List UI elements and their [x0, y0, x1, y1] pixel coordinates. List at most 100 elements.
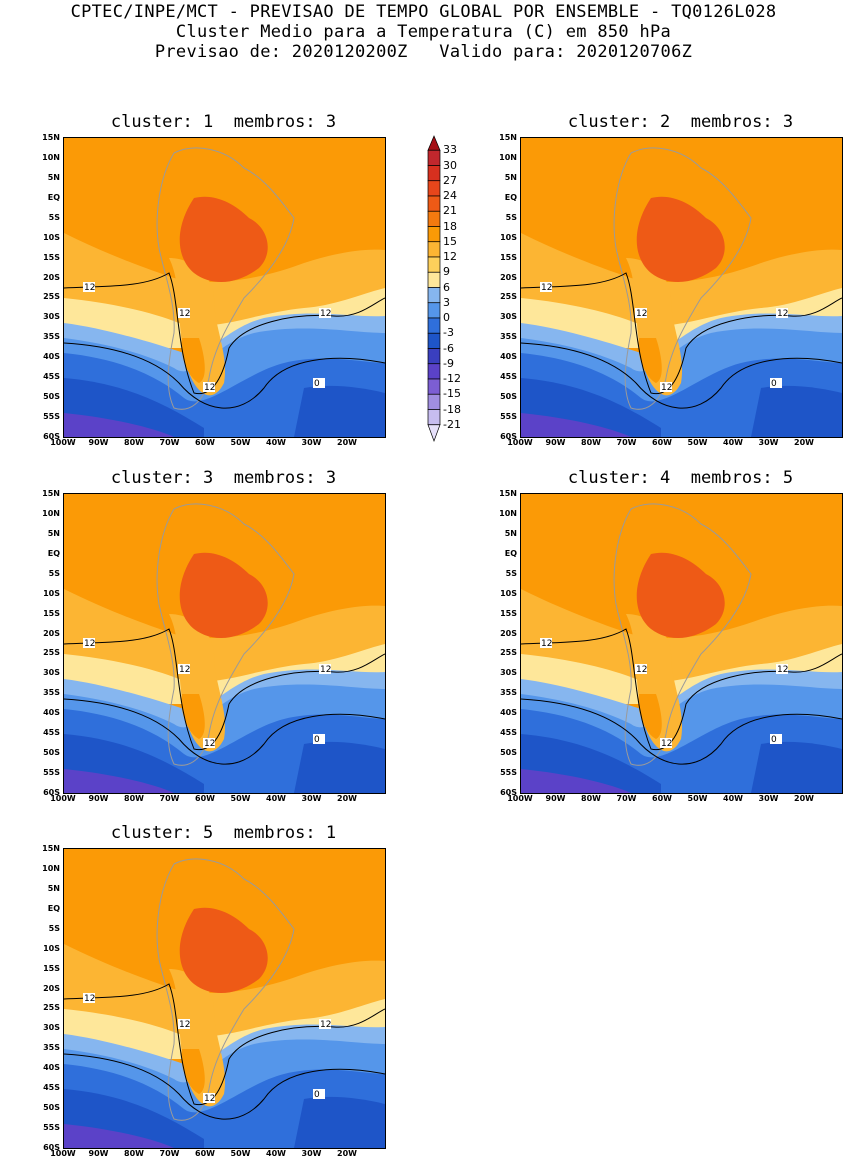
lon-label: 80W: [581, 438, 601, 447]
field-purple: [521, 413, 631, 437]
colorbar-swatch: [427, 241, 441, 258]
contour-label: 12: [204, 383, 215, 393]
lat-label: 25S: [43, 292, 60, 302]
colorbar-label: 9: [443, 265, 450, 279]
lon-label: 30W: [301, 438, 322, 447]
header-line-2: Cluster Medio para a Temperatura (C) em …: [175, 22, 672, 42]
field-purple: [521, 769, 631, 793]
lon-label: 50W: [687, 438, 708, 447]
lat-label: 30S: [500, 312, 517, 322]
field-tongue: [169, 614, 226, 752]
panel-title: cluster: 5 membros: 1: [110, 823, 337, 843]
colorbar-label: 30: [443, 158, 457, 172]
lat-label: 15N: [499, 133, 517, 142]
contour-label-bg: [540, 282, 552, 292]
lon-label: 50W: [230, 438, 251, 447]
header-line-3: Previsao de: 2020120200Z Valido para: 20…: [154, 42, 693, 62]
lon-label: 70W: [159, 438, 180, 447]
lon-label: 30W: [301, 1149, 322, 1158]
continent-outline: [156, 147, 295, 410]
colorbar-label: -9: [443, 356, 454, 370]
contour-label-bg: [770, 734, 782, 744]
colorbar-label: -6: [443, 341, 454, 355]
lat-label: 5N: [504, 172, 517, 182]
panel-title: cluster: 4 membros: 5: [567, 468, 794, 488]
lon-label: 60W: [195, 794, 215, 803]
contour-label: 12: [636, 309, 647, 319]
colorbar-label: -15: [443, 387, 461, 401]
colorbar-label: 21: [443, 204, 457, 218]
lat-label: 25S: [500, 292, 517, 302]
lon-label: 60W: [652, 794, 672, 803]
lon-label: 20W: [794, 794, 814, 803]
lat-label: 55S: [500, 768, 517, 778]
colorbar-swatch: [427, 424, 441, 443]
map-plot: 12 12 12 12 0: [520, 493, 843, 794]
continent-outline: [613, 503, 752, 766]
contour-label-bg: [83, 638, 95, 648]
lat-label: EQ: [504, 192, 517, 202]
contour-label: 0: [314, 379, 320, 389]
lat-label: 15S: [500, 608, 517, 618]
contour-label: 12: [541, 639, 552, 649]
lat-label: 45S: [500, 372, 517, 382]
lon-label: 40W: [723, 794, 743, 803]
contour-label-bg: [83, 993, 95, 1003]
lat-label: 5S: [48, 923, 60, 933]
map-plot: 12 12 12 12 0: [63, 493, 386, 794]
lat-label: 45S: [43, 372, 60, 382]
lat-label: 5N: [504, 528, 517, 538]
colorbar-swatch: [427, 363, 441, 380]
lat-label: 20S: [500, 628, 517, 638]
lat-label: 25S: [43, 1003, 60, 1013]
contour-label-bg: [319, 308, 331, 318]
contour-label: 12: [179, 1020, 190, 1030]
colorbar-swatch: [427, 165, 441, 182]
lat-label: 10S: [500, 588, 517, 598]
field-tongue: [626, 258, 683, 396]
field-tongue: [169, 258, 226, 396]
lat-label: 35S: [43, 688, 60, 698]
contour-label: 0: [314, 735, 320, 745]
lon-label: 40W: [266, 438, 286, 447]
field-dark-blue-east: [294, 385, 385, 437]
lon-label: 50W: [687, 794, 708, 803]
lon-label: 70W: [159, 794, 180, 803]
lat-label: 55S: [43, 768, 60, 778]
lon-label: 90W: [545, 438, 566, 447]
colorbar-swatch: [427, 332, 441, 349]
colorbar-swatch: [427, 195, 441, 212]
colorbar-swatch: [427, 180, 441, 197]
colorbar-swatch: [427, 271, 441, 288]
field-heat-core: [179, 907, 268, 994]
contour-0: [64, 342, 385, 409]
colorbar-label: 15: [443, 234, 457, 248]
field-dark-blue-east: [751, 741, 842, 793]
colorbar-swatch: [427, 302, 441, 319]
lat-label: 20S: [500, 272, 517, 282]
colorbar-label: -18: [443, 402, 461, 416]
lat-label: 35S: [500, 332, 517, 342]
contour-0: [64, 1053, 385, 1120]
lat-label: 40S: [500, 708, 517, 718]
contour-label: 12: [179, 309, 190, 319]
field-tongue-core: [638, 694, 662, 739]
lat-label: 10N: [42, 863, 60, 873]
lon-label: 80W: [124, 794, 144, 803]
lat-label: 5S: [48, 212, 60, 222]
panel-title: cluster: 1 membros: 3: [110, 112, 337, 132]
colorbar-swatch: [427, 317, 441, 334]
lat-label: 25S: [43, 648, 60, 658]
contour-label-bg: [178, 1019, 190, 1029]
lat-label: 30S: [43, 1023, 60, 1033]
lat-label: EQ: [47, 903, 60, 913]
colorbar-swatch: [427, 378, 441, 395]
lon-label: 70W: [616, 438, 637, 447]
lat-label: 5S: [505, 212, 517, 222]
contour-label: 12: [661, 383, 672, 393]
contour-label: 12: [661, 739, 672, 749]
lat-label: 45S: [43, 1083, 60, 1093]
contour-0: [521, 698, 842, 765]
lat-label: 50S: [43, 748, 60, 758]
lat-label: 35S: [43, 1043, 60, 1053]
